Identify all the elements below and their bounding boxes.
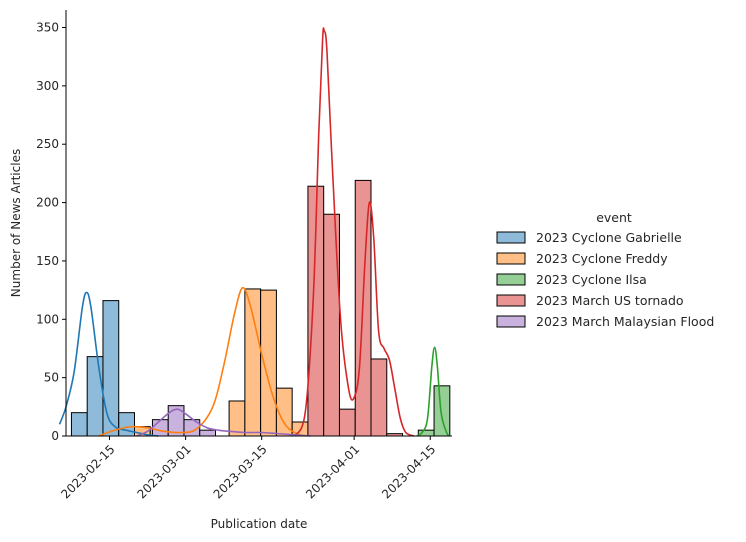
y-tick-label: 300 xyxy=(36,79,59,93)
legend-swatch-0 xyxy=(496,231,526,244)
legend-swatch-2 xyxy=(496,273,526,286)
legend-title: event xyxy=(596,210,632,225)
y-axis-label: Number of News Articles xyxy=(9,149,23,297)
legend-label-0: 2023 Cyclone Gabrielle xyxy=(536,230,682,245)
legend: event 2023 Cyclone Gabrielle 2023 Cyclone… xyxy=(496,210,714,329)
histogram-bars xyxy=(70,179,451,437)
x-axis-label: Publication date xyxy=(211,517,308,531)
series-4-kde-line xyxy=(136,408,311,437)
legend-swatch-3 xyxy=(496,294,526,307)
legend-swatch-1 xyxy=(496,252,526,265)
legend-label-1: 2023 Cyclone Freddy xyxy=(536,251,668,266)
y-tick-label: 350 xyxy=(36,21,59,35)
y-tick-label: 200 xyxy=(36,196,59,210)
x-tick-label: 2023-03-01 xyxy=(135,442,194,501)
series-1-bar xyxy=(260,289,277,437)
series-0-bar xyxy=(118,412,136,437)
series-3-kde-line xyxy=(293,27,415,437)
legend-label-3: 2023 March US tornado xyxy=(536,293,684,308)
series-0-bar xyxy=(102,300,120,437)
series-1-bar xyxy=(291,421,309,437)
series-1-bar xyxy=(244,288,262,437)
series-0-kde-line xyxy=(58,291,159,437)
series-4-bar xyxy=(199,429,217,437)
x-tick-label: 2023-04-01 xyxy=(303,442,362,501)
series-3-bar xyxy=(338,408,356,437)
kde-curves xyxy=(58,27,451,437)
x-tick-label: 2023-04-15 xyxy=(379,442,438,501)
y-tick-label: 250 xyxy=(36,137,59,151)
legend-label-4: 2023 March Malaysian Flood xyxy=(536,314,714,329)
series-3-bar xyxy=(370,358,388,437)
series-2-kde-line xyxy=(416,346,451,437)
legend-swatch-4 xyxy=(496,315,526,328)
series-4-bar xyxy=(151,419,169,437)
x-tick-label: 2023-03-15 xyxy=(211,442,270,501)
y-tick-label: 150 xyxy=(36,254,59,268)
series-2-bar xyxy=(433,385,451,437)
y-tick-label: 0 xyxy=(51,429,59,443)
x-tick-label: 2023-02-15 xyxy=(58,442,117,501)
series-0-bar xyxy=(70,412,88,437)
y-tick-label: 100 xyxy=(36,312,59,326)
legend-label-2: 2023 Cyclone Ilsa xyxy=(536,272,647,287)
y-tick-label: 50 xyxy=(44,371,59,385)
series-0-bar xyxy=(86,356,104,437)
series-1-kde-line xyxy=(98,286,306,437)
